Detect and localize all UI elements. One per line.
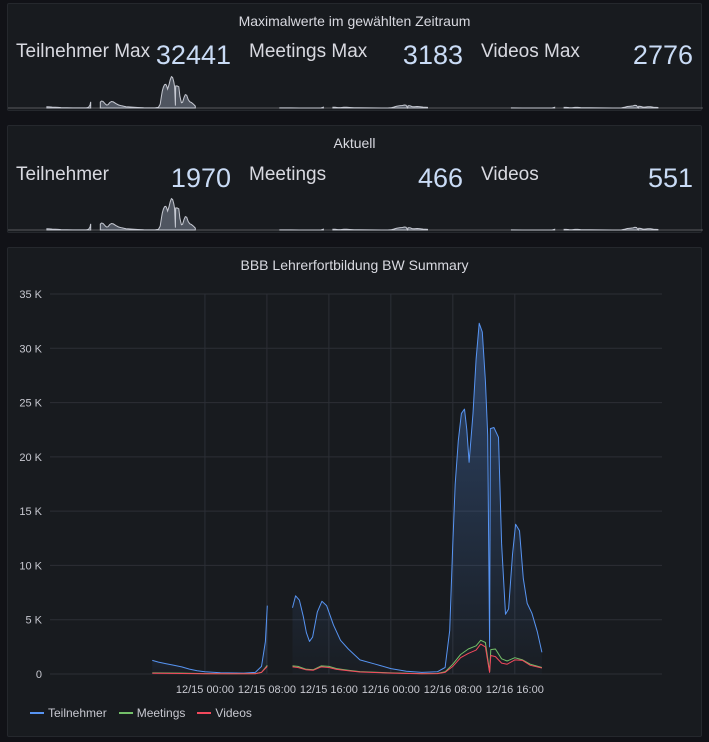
legend-label: Meetings — [136, 706, 186, 720]
series-area-teilnehmer — [152, 605, 268, 674]
stat-value: 3183 — [402, 40, 463, 70]
stat-label: Teilnehmer Max — [16, 41, 151, 62]
panel-summary-chart: BBB Lehrerfortbildung BW Summary 0 5 K 10 … — [7, 247, 702, 737]
stat-label: Meetings — [249, 164, 327, 185]
x-tick-label: 12/16 16:00 — [486, 684, 544, 696]
series-line-teilnehmer — [292, 322, 543, 673]
y-tick-label: 10 K — [19, 560, 42, 572]
sparkline-area — [279, 228, 324, 231]
x-tick-label: 12/15 16:00 — [300, 684, 358, 696]
sparkline-meetings-max — [241, 104, 473, 110]
stat-value: 2776 — [632, 40, 693, 70]
chart-title: BBB Lehrerfortbildung BW Summary — [240, 257, 469, 273]
legend-swatch-meetings — [118, 712, 133, 714]
legend-item-teilnehmer[interactable]: Teilnehmer — [30, 706, 107, 720]
x-tick-label: 12/15 00:00 — [176, 684, 234, 696]
series-area-teilnehmer — [292, 323, 542, 674]
stat-value: 32441 — [155, 40, 231, 70]
stat-value: 551 — [647, 163, 693, 193]
sparkline-area — [563, 226, 659, 232]
stat-videos[interactable]: Videos 551 — [473, 126, 703, 232]
panel-current-values: Aktuell Teilnehmer 1970 Meetings 466 Vid… — [7, 125, 703, 233]
sparkline-area — [46, 101, 92, 109]
stat-value: 1970 — [170, 163, 231, 193]
y-tick-label: 20 K — [19, 452, 42, 464]
sparkline-area — [332, 226, 428, 232]
time-series-chart[interactable]: 0 5 K 10 K 15 K 20 K 25 K 30 K 35 K 12/15 00:00 1… — [8, 248, 703, 698]
legend-item-meetings[interactable]: Meetings — [118, 706, 186, 720]
sparkline-area — [563, 104, 659, 110]
sparkline-videos — [473, 226, 703, 232]
sparkline-meetings — [241, 226, 473, 232]
series-line-videos — [292, 643, 543, 675]
y-tick-label: 5 K — [25, 615, 42, 627]
x-tick-label: 12/15 08:00 — [238, 684, 296, 696]
x-tick-label: 12/16 08:00 — [424, 684, 482, 696]
sparkline-area — [332, 104, 428, 110]
sparkline-area — [99, 75, 196, 109]
stat-value: 466 — [417, 163, 463, 193]
sparkline-area — [510, 228, 556, 231]
stat-label: Videos Max — [481, 41, 580, 62]
series-line-videos — [152, 666, 268, 675]
stat-videos-max[interactable]: Videos Max 2776 — [473, 4, 703, 110]
series-line-meetings — [292, 639, 543, 675]
sparkline-teilnehmer-max — [8, 75, 241, 109]
y-tick-label: 35 K — [19, 289, 42, 301]
sparkline-area — [46, 223, 92, 231]
legend-swatch-videos — [197, 712, 212, 714]
y-tick-label: 15 K — [19, 506, 42, 518]
legend-label: Videos — [215, 706, 252, 720]
stat-label: Teilnehmer — [16, 164, 109, 185]
stat-label: Videos — [481, 164, 539, 185]
stat-teilnehmer[interactable]: Teilnehmer 1970 — [8, 126, 241, 232]
legend-swatch-teilnehmer — [30, 712, 44, 714]
panel-current-title: Aktuell — [333, 135, 376, 151]
series-line-teilnehmer — [152, 605, 268, 674]
sparkline-teilnehmer — [8, 197, 241, 231]
sparkline-area — [510, 106, 556, 109]
sparkline-area — [99, 197, 196, 231]
stat-meetings[interactable]: Meetings 466 — [241, 126, 473, 232]
legend-label: Teilnehmer — [48, 706, 107, 720]
sparkline-area — [279, 106, 324, 109]
y-tick-label: 30 K — [19, 343, 42, 355]
sparkline-videos-max — [473, 104, 703, 110]
chart-legend: Teilnehmer Meetings Videos — [30, 706, 252, 720]
y-tick-label: 0 — [36, 669, 42, 681]
legend-item-videos[interactable]: Videos — [197, 706, 252, 720]
panel-max-values: Maximalwerte im gewählten Zeitraum Teiln… — [7, 3, 703, 111]
stat-label: Meetings Max — [249, 41, 368, 62]
stat-meetings-max[interactable]: Meetings Max 3183 — [241, 4, 473, 110]
panel-max-title: Maximalwerte im gewählten Zeitraum — [238, 13, 471, 29]
x-tick-label: 12/16 00:00 — [362, 684, 420, 696]
stat-teilnehmer-max[interactable]: Teilnehmer Max 32441 — [8, 4, 241, 110]
y-tick-label: 25 K — [19, 398, 42, 410]
